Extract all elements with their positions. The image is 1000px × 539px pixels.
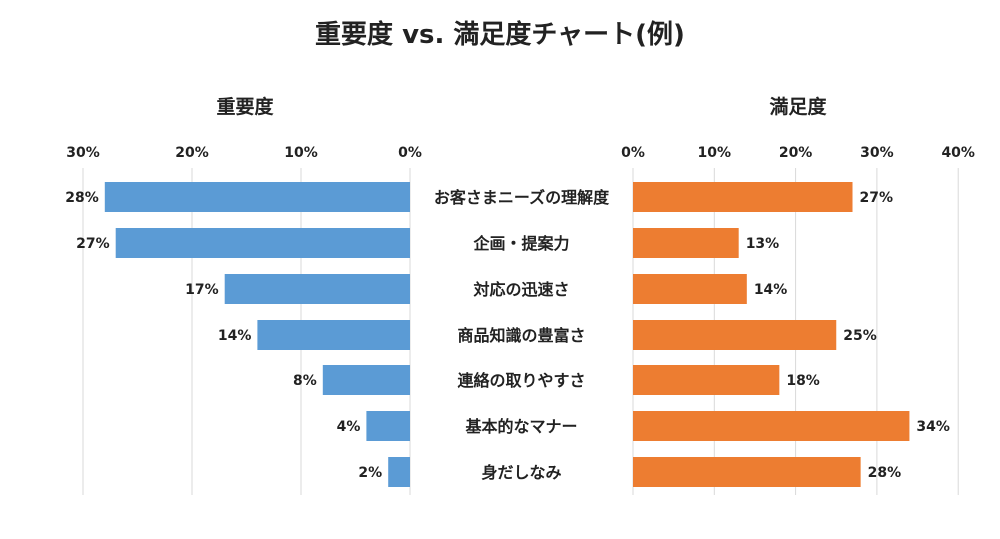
right-tick-label: 40% (941, 145, 975, 161)
importance-data-label: 4% (337, 419, 361, 435)
satisfaction-bar (633, 320, 837, 350)
category-label: 基本的なマナー (464, 417, 577, 436)
left-tick-label: 30% (66, 145, 100, 161)
importance-data-label: 28% (65, 190, 99, 206)
satisfaction-bar (633, 457, 861, 487)
right-tick-label: 0% (621, 145, 645, 161)
category-label: 対応の迅速さ (472, 280, 569, 299)
left-tick-label: 20% (175, 145, 209, 161)
satisfaction-data-label: 13% (746, 236, 780, 252)
satisfaction-data-label: 25% (843, 328, 877, 344)
importance-data-label: 8% (293, 373, 317, 389)
importance-bar (224, 274, 410, 304)
satisfaction-bar (633, 411, 910, 441)
left-tick-label: 0% (398, 145, 422, 161)
category-label: 身だしなみ (481, 463, 561, 482)
importance-data-label: 27% (76, 236, 110, 252)
chart-title: 重要度 vs. 満足度チャート(例) (315, 19, 685, 50)
right-chart-title: 満足度 (769, 95, 827, 118)
satisfaction-data-label: 34% (916, 419, 950, 435)
satisfaction-bar (633, 274, 747, 304)
satisfaction-data-label: 27% (860, 190, 894, 206)
satisfaction-data-label: 18% (786, 373, 820, 389)
importance-bar (322, 365, 410, 395)
importance-data-label: 2% (358, 465, 382, 481)
right-tick-label: 30% (860, 145, 894, 161)
left-chart-title: 重要度 (216, 95, 274, 118)
category-label: お客さまニーズの理解度 (434, 188, 610, 207)
right-tick-label: 20% (779, 145, 813, 161)
importance-bar (257, 320, 410, 350)
importance-bar (104, 182, 411, 212)
importance-bar (388, 457, 410, 487)
satisfaction-bar (633, 228, 739, 258)
satisfaction-bar (633, 365, 780, 395)
satisfaction-data-label: 14% (754, 282, 788, 298)
right-tick-label: 10% (698, 145, 732, 161)
satisfaction-data-label: 28% (868, 465, 902, 481)
left-tick-label: 10% (284, 145, 318, 161)
importance-bar (366, 411, 410, 441)
satisfaction-bar (633, 182, 853, 212)
category-label: 商品知識の豊富さ (457, 326, 585, 345)
importance-data-label: 14% (218, 328, 252, 344)
category-label: 連絡の取りやすさ (457, 371, 585, 390)
importance-data-label: 17% (185, 282, 219, 298)
importance-bar (115, 228, 410, 258)
category-label: 企画・提案力 (472, 234, 569, 253)
